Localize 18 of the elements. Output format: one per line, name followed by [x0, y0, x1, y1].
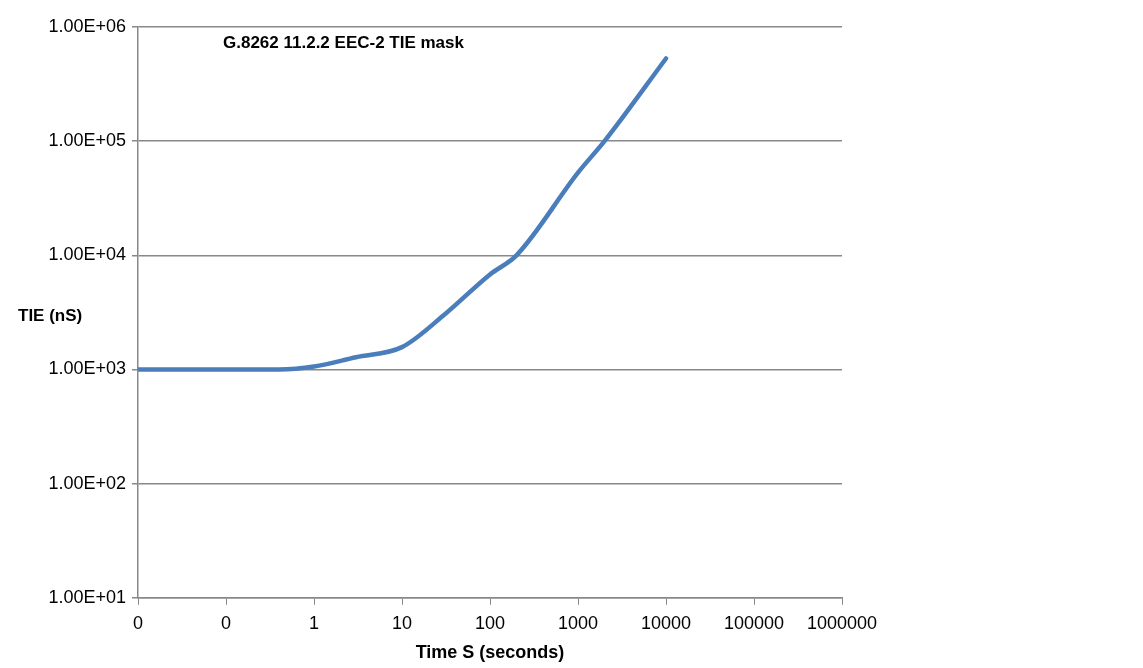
x-tick-label: 100000 — [723, 612, 785, 633]
y-tick-label: 1.00E+03 — [48, 358, 126, 379]
x-tick-label: 1000000 — [806, 612, 878, 633]
x-tick-label: 10000 — [640, 612, 692, 633]
y-tick-label: 1.00E+04 — [48, 244, 126, 265]
x-tick-label: 1 — [308, 612, 320, 633]
x-tick-label: 0 — [132, 612, 144, 633]
y-tick-label: 1.00E+06 — [48, 15, 126, 36]
chart-title: G.8262 11.2.2 EEC-2 TIE mask — [223, 32, 465, 52]
y-axis-title: TIE (nS) — [18, 306, 83, 326]
y-tick-label: 1.00E+02 — [48, 472, 126, 493]
x-tick-label: 0 — [220, 612, 232, 633]
x-tick-label: 100 — [474, 612, 506, 633]
x-tick-label: 1000 — [557, 612, 599, 633]
x-axis-title: Time S (seconds) — [415, 642, 565, 663]
x-tick-label: 10 — [391, 612, 413, 633]
y-tick-label: 1.00E+05 — [48, 130, 126, 151]
y-tick-label: 1.00E+01 — [48, 586, 126, 607]
